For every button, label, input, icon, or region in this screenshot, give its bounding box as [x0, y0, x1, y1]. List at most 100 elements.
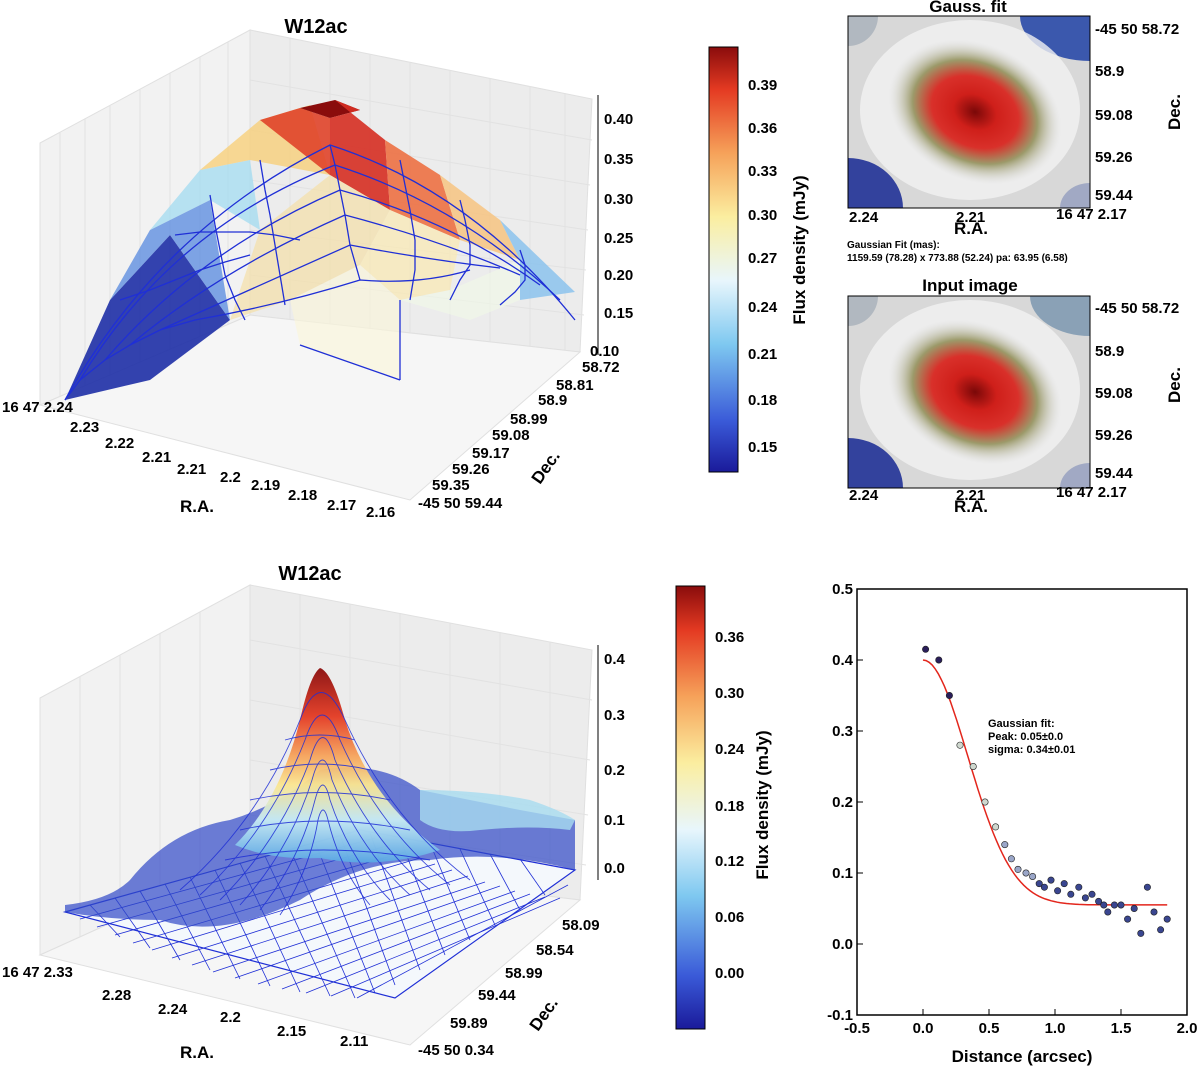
panel-d-ridge-surface	[420, 790, 575, 832]
panel-e-points	[922, 645, 1171, 937]
panel-a-ylabel: Dec.	[528, 447, 564, 487]
panel-a-x-tick: 2.17	[327, 497, 356, 514]
panel-a-z-tick: 0.35	[604, 151, 633, 168]
panel-d-xlabel: R.A.	[180, 1043, 214, 1062]
panel-d-cbar-tick: 0.36	[715, 629, 744, 646]
panel-e-data-point	[1047, 876, 1055, 884]
panel-e-data-point	[1001, 841, 1009, 849]
panel-a-z-tick: 0.10	[590, 343, 619, 360]
panel-d-colorbar-label: Flux density (mJy)	[753, 730, 772, 879]
panel-d-x-tick: 2.15	[277, 1023, 306, 1040]
panel-d-y-tick: -45 50 0.34	[418, 1042, 495, 1059]
panel-a-cbar-tick: 0.15	[748, 439, 777, 456]
panel-a-x-tick: 2.22	[105, 435, 134, 452]
panel-e-data-point	[1035, 880, 1043, 888]
panel-e-data-point	[1100, 901, 1108, 909]
panel-a-z-tick: 0.25	[604, 230, 633, 247]
panel-e-data-point	[1157, 926, 1165, 934]
panel-d-z-ticks: 0.4 0.3 0.2 0.1 0.0	[597, 645, 626, 880]
panel-e-data-point	[981, 798, 989, 806]
panel-d-colorbar: 0.36 0.30 0.24 0.18 0.12 0.06 0.00 Flux …	[675, 585, 772, 1030]
panel-b-heatmap: Gauss. fit -45 50 58.72 58.9 59.08 59.26…	[847, 0, 1184, 264]
panel-e-x-tick: 0.0	[913, 1020, 934, 1037]
panel-d-cbar-tick: 0.30	[715, 685, 744, 702]
panel-a-x-ticks: 16 47 2.24 2.23 2.22 2.21 2.21 2.2 2.19 …	[2, 399, 395, 521]
panel-c-title: Input image	[922, 276, 1017, 295]
panel-e-data-point	[992, 823, 1000, 831]
panel-c-frame	[847, 295, 1091, 489]
panel-b-fit-caption-2: 1159.59 (78.28) x 773.88 (52.24) pa: 63.…	[847, 253, 1068, 264]
panel-e-x-tick: 2.0	[1177, 1020, 1198, 1037]
panel-d-cbar-tick: 0.00	[715, 965, 744, 982]
panel-a-z-tick: 0.20	[604, 267, 633, 284]
panel-e-x-tick: 0.5	[979, 1020, 1000, 1037]
panel-a-x-tick: 2.21	[177, 461, 206, 478]
panel-e-data-point	[1143, 883, 1151, 891]
panel-d-z-tick: 0.0	[604, 860, 625, 877]
panel-c-ylabel: Dec.	[1165, 367, 1184, 403]
panel-e-data-point	[1022, 869, 1030, 877]
panel-d-z-tick: 0.4	[604, 651, 626, 668]
panel-a-x-tick: 2.18	[288, 487, 317, 504]
panel-d-x-ticks: 16 47 2.33 2.28 2.24 2.2 2.15 2.11	[2, 964, 368, 1050]
panel-d-colorbar-scale	[675, 585, 706, 1030]
panel-e-data-point	[922, 645, 930, 653]
panel-e-data-point	[1163, 915, 1171, 923]
panel-a-title: W12ac	[284, 16, 347, 38]
panel-a-cbar-tick: 0.21	[748, 346, 777, 363]
panel-d-x-tick: 2.28	[102, 987, 131, 1004]
panel-d-y-ticks: 58.09 58.54 58.99 59.44 59.89 -45 50 0.3…	[418, 917, 600, 1059]
panel-a-cbar-tick: 0.33	[748, 163, 777, 180]
panel-a-y-ticks: 58.72 58.81 58.9 58.99 59.08 59.17 59.26…	[418, 359, 620, 512]
panel-a-colorbar-label: Flux density (mJy)	[790, 175, 809, 324]
panel-d-y-tick: 59.44	[478, 987, 516, 1004]
panel-c-x-tick: 2.24	[849, 487, 879, 504]
panel-e-data-point	[1117, 901, 1125, 909]
panel-e-fit-line	[922, 659, 1168, 906]
panel-e-scatter: 0.5 0.4 0.3 0.2 0.1 0.0 -0.1 -0.5 0.0 0.5 1.0 1.5 2…	[827, 581, 1197, 1066]
panel-a-y-tick: 59.35	[432, 477, 470, 494]
panel-e-annotation-2: Peak: 0.05±0.0	[988, 731, 1063, 743]
panel-a-x-tick: 2.16	[366, 504, 395, 521]
panel-d-z-tick: 0.2	[604, 762, 625, 779]
panel-c-y-tick: 59.08	[1095, 385, 1133, 402]
panel-a-y-tick: 59.26	[452, 461, 490, 478]
panel-a-y-tick: 59.08	[492, 427, 530, 444]
panel-e-data-point	[1067, 890, 1075, 898]
panel-e-y-tick: 0.4	[832, 652, 854, 669]
panel-d-title: W12ac	[278, 563, 341, 585]
panel-c-image	[848, 296, 1090, 488]
panel-e-data-point	[1104, 908, 1112, 916]
panel-e-y-tick: 0.3	[832, 723, 853, 740]
panel-e-y-ticks: 0.5 0.4 0.3 0.2 0.1 0.0 -0.1	[827, 581, 863, 1024]
panel-d-x-tick: 2.24	[158, 1001, 188, 1018]
panel-a-y-tick: -45 50 59.44	[418, 495, 503, 512]
panel-e-annotation-1: Gaussian fit:	[988, 718, 1055, 730]
panel-a-y-tick: 58.81	[556, 377, 594, 394]
panel-a-cbar-tick: 0.27	[748, 250, 777, 267]
panel-e-data-point	[956, 741, 964, 749]
panel-b-y-tick: 59.44	[1095, 187, 1133, 204]
panel-c-y-tick: 59.26	[1095, 427, 1133, 444]
panel-a-z-tick: 0.40	[604, 111, 633, 128]
panel-c-x-tick: 2.21	[956, 487, 985, 504]
panel-e-data-point	[1029, 872, 1037, 880]
panel-e-frame	[856, 588, 1188, 1016]
panel-a-colorbar-scale	[708, 46, 739, 473]
panel-e-data-point	[1081, 894, 1089, 902]
panel-a-x-tick: 2.23	[70, 419, 99, 436]
panel-b-x-tick: 2.24	[849, 209, 879, 226]
panel-e-data-point	[1060, 880, 1068, 888]
panel-e-y-tick: 0.1	[832, 865, 853, 882]
panel-d-x-tick: 16 47 2.33	[2, 964, 73, 981]
panel-e-data-point	[935, 656, 943, 664]
panel-a-z-ticks: 0.40 0.35 0.30 0.25 0.20 0.15 0.10	[590, 95, 633, 360]
panel-a-x-tick: 2.19	[251, 477, 280, 494]
panel-a-colorbar: 0.39 0.36 0.33 0.30 0.27 0.24 0.21 0.18 …	[708, 46, 809, 473]
panel-e-x-tick: -0.5	[844, 1020, 870, 1037]
panel-b-title: Gauss. fit	[929, 0, 1007, 16]
panel-e-data-point	[1088, 890, 1096, 898]
panel-e-data-point	[1007, 855, 1015, 863]
panel-c-y-tick: 59.44	[1095, 465, 1133, 482]
